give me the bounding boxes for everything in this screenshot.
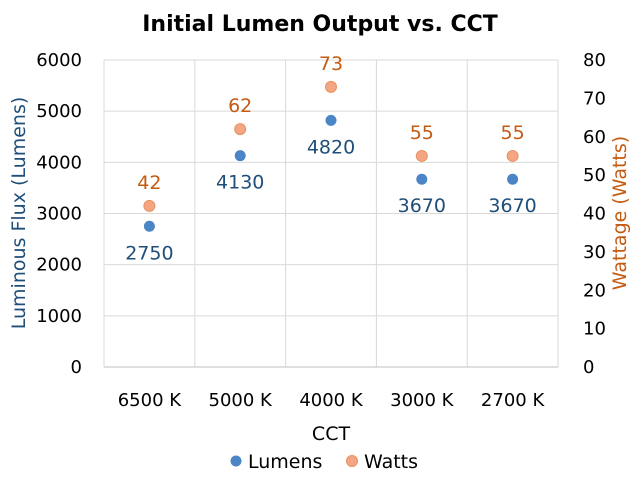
y-left-tick-label: 1000 bbox=[36, 306, 82, 327]
x-axis-label: CCT bbox=[312, 423, 351, 445]
y-left-tick-label: 5000 bbox=[36, 101, 82, 122]
x-tick-label: 4000 K bbox=[299, 390, 364, 411]
lumens-data-label: 3670 bbox=[488, 195, 536, 217]
y-axis-left-label: Luminous Flux (Lumens) bbox=[8, 97, 30, 330]
y-right-tick-label: 10 bbox=[583, 319, 606, 340]
legend: Lumens Watts bbox=[230, 451, 418, 473]
data-labels: 2750 4130 4820 3670 3670 42 62 73 55 55 bbox=[125, 53, 537, 264]
legend-lumens-label: Lumens bbox=[248, 451, 322, 473]
lumens-data-label: 3670 bbox=[398, 195, 446, 217]
y-right-tick-label: 0 bbox=[583, 357, 594, 378]
y-left-tick-label: 4000 bbox=[36, 152, 82, 173]
legend-watts-marker bbox=[346, 455, 358, 467]
watts-point bbox=[143, 199, 156, 212]
legend-lumens-marker bbox=[230, 455, 242, 467]
tick-labels: 0 1000 2000 3000 4000 5000 6000 0 10 20 30 40 50 60 70… bbox=[36, 50, 606, 411]
x-tick-label: 6500 K bbox=[118, 390, 183, 411]
y-right-tick-label: 30 bbox=[583, 242, 606, 263]
lumens-point bbox=[507, 173, 519, 185]
y-axis-right-label: Wattage (Watts) bbox=[609, 136, 631, 290]
watts-point bbox=[325, 80, 337, 93]
lumens-point bbox=[234, 150, 246, 162]
gridlines bbox=[103, 59, 559, 368]
y-right-tick-label: 50 bbox=[583, 165, 606, 186]
y-left-tick-label: 6000 bbox=[36, 50, 82, 71]
y-left-tick-label: 2000 bbox=[36, 255, 82, 276]
watts-data-label: 62 bbox=[228, 95, 252, 117]
watts-point bbox=[415, 149, 428, 162]
watts-data-label: 55 bbox=[501, 122, 525, 144]
lumens-data-label: 4820 bbox=[307, 136, 355, 158]
y-right-tick-label: 70 bbox=[583, 88, 606, 109]
x-tick-label: 5000 K bbox=[209, 390, 274, 411]
x-tick-label: 2700 K bbox=[481, 390, 546, 411]
y-left-tick-label: 3000 bbox=[36, 204, 82, 225]
watts-data-label: 73 bbox=[319, 53, 343, 75]
lumens-point bbox=[416, 173, 428, 185]
chart-title: Initial Lumen Output vs. CCT bbox=[142, 12, 498, 37]
legend-watts-label: Watts bbox=[364, 451, 418, 473]
watts-data-label: 55 bbox=[410, 122, 434, 144]
y-right-tick-label: 20 bbox=[583, 280, 606, 301]
y-left-tick-label: 0 bbox=[71, 357, 82, 378]
data-points bbox=[143, 80, 519, 232]
watts-point bbox=[234, 123, 247, 136]
y-right-tick-label: 60 bbox=[583, 127, 606, 148]
watts-point bbox=[506, 149, 519, 162]
watts-data-label: 42 bbox=[137, 172, 161, 194]
lumens-data-label: 2750 bbox=[125, 242, 173, 264]
y-right-tick-label: 80 bbox=[583, 50, 606, 71]
x-tick-label: 3000 K bbox=[390, 390, 455, 411]
lumens-data-label: 4130 bbox=[216, 172, 264, 194]
lumens-point bbox=[143, 220, 155, 232]
y-right-tick-label: 40 bbox=[583, 204, 606, 225]
lumens-point bbox=[325, 114, 337, 126]
